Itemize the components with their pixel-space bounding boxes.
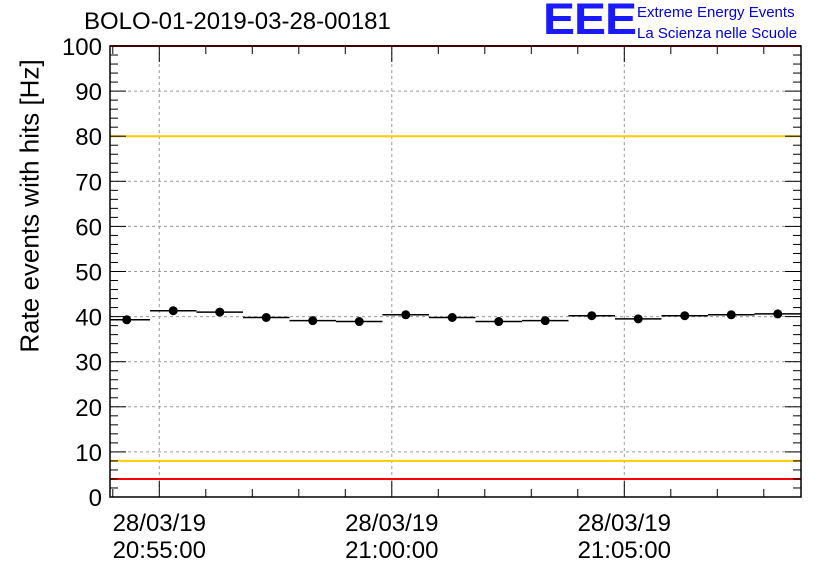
x-tick-label-date: 28/03/19 — [345, 510, 438, 537]
eee-logo: EEE — [543, 0, 637, 45]
y-tick-label: 70 — [75, 169, 102, 196]
chart-title: BOLO-01-2019-03-28-00181 — [84, 8, 391, 35]
x-tick-label-date: 28/03/19 — [113, 510, 206, 537]
logo-text: Extreme Energy Events La Scienza nelle S… — [637, 2, 797, 44]
data-point — [773, 309, 783, 319]
data-point — [494, 317, 504, 327]
data-point — [215, 307, 225, 317]
logo-line-1: Extreme Energy Events — [637, 4, 795, 21]
y-tick-label: 50 — [75, 260, 102, 287]
logo-line-2: La Scienza nelle Scuole — [637, 25, 798, 42]
data-point — [447, 313, 457, 323]
y-tick-label: 20 — [75, 395, 102, 422]
y-tick-label: 10 — [75, 440, 102, 467]
y-tick-label: 100 — [62, 34, 102, 61]
y-tick-label: 0 — [89, 485, 102, 512]
data-point — [633, 314, 643, 324]
x-tick-label-time: 21:05:00 — [578, 537, 671, 564]
data-point — [540, 316, 550, 326]
data-point — [587, 311, 597, 321]
data-point — [122, 315, 132, 325]
data-point — [726, 310, 736, 320]
data-point — [680, 311, 690, 321]
data-point — [168, 306, 178, 316]
data-point — [401, 310, 411, 320]
y-tick-label: 40 — [75, 305, 102, 332]
x-tick-label-date: 28/03/19 — [578, 510, 671, 537]
y-tick-label: 30 — [75, 350, 102, 377]
data-point — [354, 317, 364, 327]
y-axis-label: Rate events with hits [Hz] — [14, 59, 45, 353]
x-tick-label-time: 21:00:00 — [345, 537, 438, 564]
y-tick-label: 80 — [75, 124, 102, 151]
data-point — [308, 316, 318, 326]
data-point — [261, 313, 271, 323]
y-tick-label: 60 — [75, 214, 102, 241]
x-tick-label-time: 20:55:00 — [113, 537, 206, 564]
y-tick-label: 90 — [75, 79, 102, 106]
